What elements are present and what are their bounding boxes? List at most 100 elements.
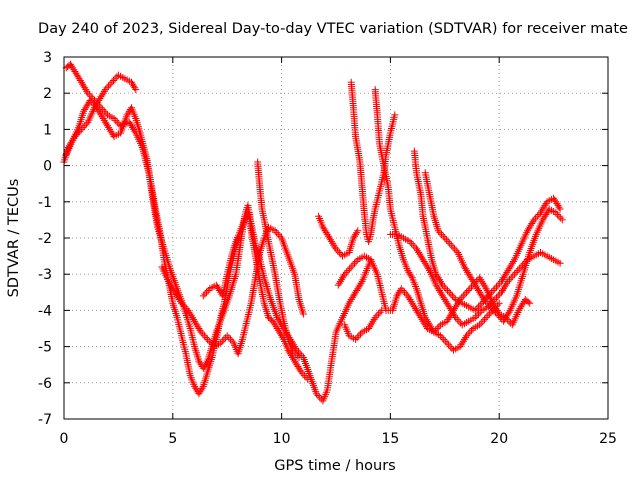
data-point [476, 288, 484, 296]
data-point [526, 223, 534, 231]
data-point [270, 319, 278, 327]
data-point [419, 317, 427, 325]
data-point [228, 337, 236, 345]
data-point [94, 106, 102, 113]
data-point [495, 299, 503, 307]
data-point [408, 299, 416, 307]
data-point [351, 290, 358, 298]
data-point [552, 209, 560, 217]
data-point [314, 392, 322, 399]
data-point [452, 247, 460, 255]
data-point [273, 325, 281, 332]
data-point [337, 250, 345, 258]
data-point [391, 111, 399, 119]
data-point [342, 268, 350, 276]
data-point [533, 212, 541, 220]
x-tick-label: 20 [490, 431, 508, 447]
data-point [507, 261, 515, 269]
data-point [192, 384, 200, 392]
data-point [448, 344, 456, 352]
data-point [109, 131, 117, 139]
data-point [551, 196, 559, 204]
data-point [504, 267, 512, 275]
data-point [273, 314, 281, 322]
data-point [484, 292, 492, 300]
data-point [93, 104, 101, 112]
data-point [295, 364, 303, 372]
data-point [339, 274, 346, 282]
data-point [81, 84, 89, 92]
y-tick-label: 0 [43, 159, 52, 175]
data-point [466, 328, 474, 336]
data-point [468, 326, 475, 334]
data-point [304, 375, 312, 383]
data-point [352, 335, 360, 343]
data-point [558, 216, 566, 224]
data-point [503, 268, 511, 276]
data-point [173, 292, 181, 300]
data-point [442, 285, 450, 293]
data-point [432, 281, 440, 289]
data-point [491, 308, 499, 316]
data-point [484, 312, 492, 320]
data-point [508, 259, 516, 267]
data-point [81, 106, 89, 113]
data-point [204, 287, 212, 294]
data-point [194, 323, 202, 331]
data-point [436, 229, 444, 237]
data-point [477, 290, 485, 298]
data-point [502, 314, 510, 322]
data-point [460, 263, 468, 271]
data-point [370, 315, 378, 323]
data-point [444, 315, 452, 323]
data-point [507, 274, 515, 282]
data-point [464, 330, 472, 338]
data-point [346, 265, 354, 273]
data-point [316, 393, 324, 401]
data-point [84, 89, 92, 97]
data-point [504, 310, 512, 318]
data-point [553, 200, 561, 208]
data-point [378, 306, 386, 314]
data-point [115, 120, 123, 128]
data-point [218, 337, 226, 345]
data-point [408, 239, 416, 247]
data-point [493, 310, 501, 318]
data-point [332, 245, 340, 253]
data-point [495, 312, 503, 320]
data-point [123, 111, 131, 119]
data-point [89, 100, 97, 108]
data-point [526, 299, 534, 307]
data-point [502, 281, 510, 289]
data-point [444, 301, 452, 309]
data-point [459, 337, 467, 345]
data-point [448, 308, 456, 316]
data-point [71, 68, 79, 75]
data-point [514, 267, 522, 275]
data-point [102, 120, 110, 128]
data-point [103, 84, 111, 92]
data-point [349, 292, 357, 300]
data-point [411, 305, 419, 313]
data-point [444, 287, 451, 294]
data-point [312, 390, 320, 398]
grid-lines [64, 57, 608, 419]
data-point [487, 303, 494, 311]
data-point [275, 328, 283, 336]
data-point [70, 66, 78, 74]
data-point [178, 299, 185, 307]
data-point [199, 330, 207, 338]
data-point [440, 283, 448, 291]
data-point [187, 312, 195, 320]
data-point [491, 285, 499, 293]
data-point [475, 287, 482, 294]
data-point [205, 337, 213, 345]
data-point [501, 272, 509, 280]
data-point [203, 288, 210, 296]
data-point [406, 270, 414, 278]
data-point [201, 361, 209, 369]
data-point [368, 319, 376, 327]
data-point [442, 297, 450, 305]
data-point [101, 118, 109, 126]
x-tick-label: 15 [381, 431, 399, 447]
